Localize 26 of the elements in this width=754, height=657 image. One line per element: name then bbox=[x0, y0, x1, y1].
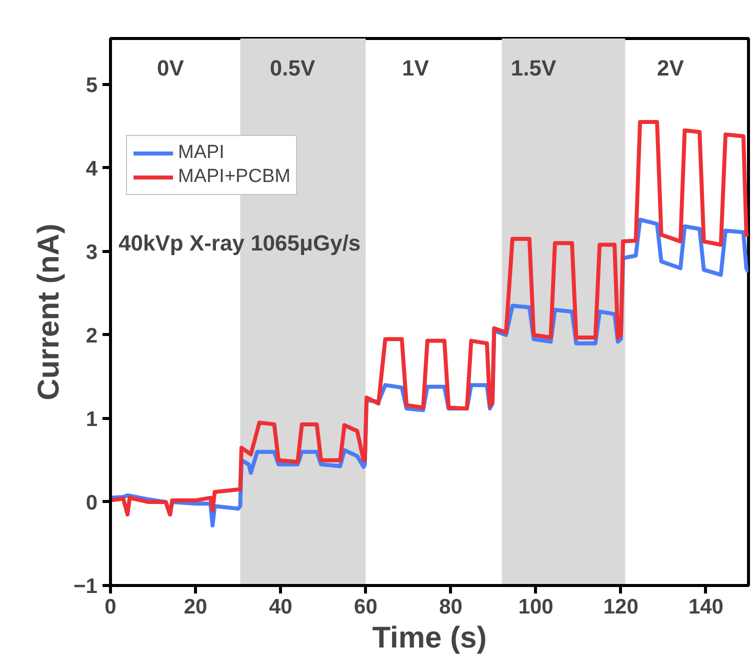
x-tick-label: 20 bbox=[184, 596, 208, 618]
x-tick-label: 80 bbox=[439, 596, 462, 618]
y-tick-label: 1 bbox=[86, 408, 98, 431]
y-tick-label: 5 bbox=[86, 74, 98, 97]
annotation: 1.5V bbox=[510, 56, 556, 80]
annotation: 1V bbox=[402, 56, 430, 80]
line-series bbox=[110, 120, 748, 517]
annotation: 0.5V bbox=[270, 56, 316, 80]
legend-label: MAPI+PCBM bbox=[178, 166, 290, 188]
y-tick-label: 2 bbox=[86, 324, 98, 348]
x-tick-label: 100 bbox=[518, 596, 554, 618]
y-tick-label: 3 bbox=[86, 240, 98, 264]
y-tick-label: 4 bbox=[86, 157, 98, 180]
y-tick-label: 0 bbox=[86, 491, 98, 514]
annotation: 2V bbox=[657, 56, 684, 80]
annotation: 0V bbox=[157, 56, 184, 80]
y-axis-title: Current (nA) bbox=[32, 224, 66, 400]
x-tick-label: 120 bbox=[603, 596, 638, 618]
x-tick-label: 0 bbox=[104, 596, 116, 618]
legend-label: MAPI bbox=[178, 142, 224, 164]
x-axis-title: Time (s) bbox=[372, 622, 487, 654]
y-tick-label: −1 bbox=[74, 575, 98, 598]
annotation: 40kVp X-ray 1065μGy/s bbox=[118, 230, 361, 256]
x-tick-label: 40 bbox=[268, 596, 292, 618]
x-tick-label: 140 bbox=[688, 596, 724, 618]
x-tick-label: 60 bbox=[354, 596, 378, 618]
